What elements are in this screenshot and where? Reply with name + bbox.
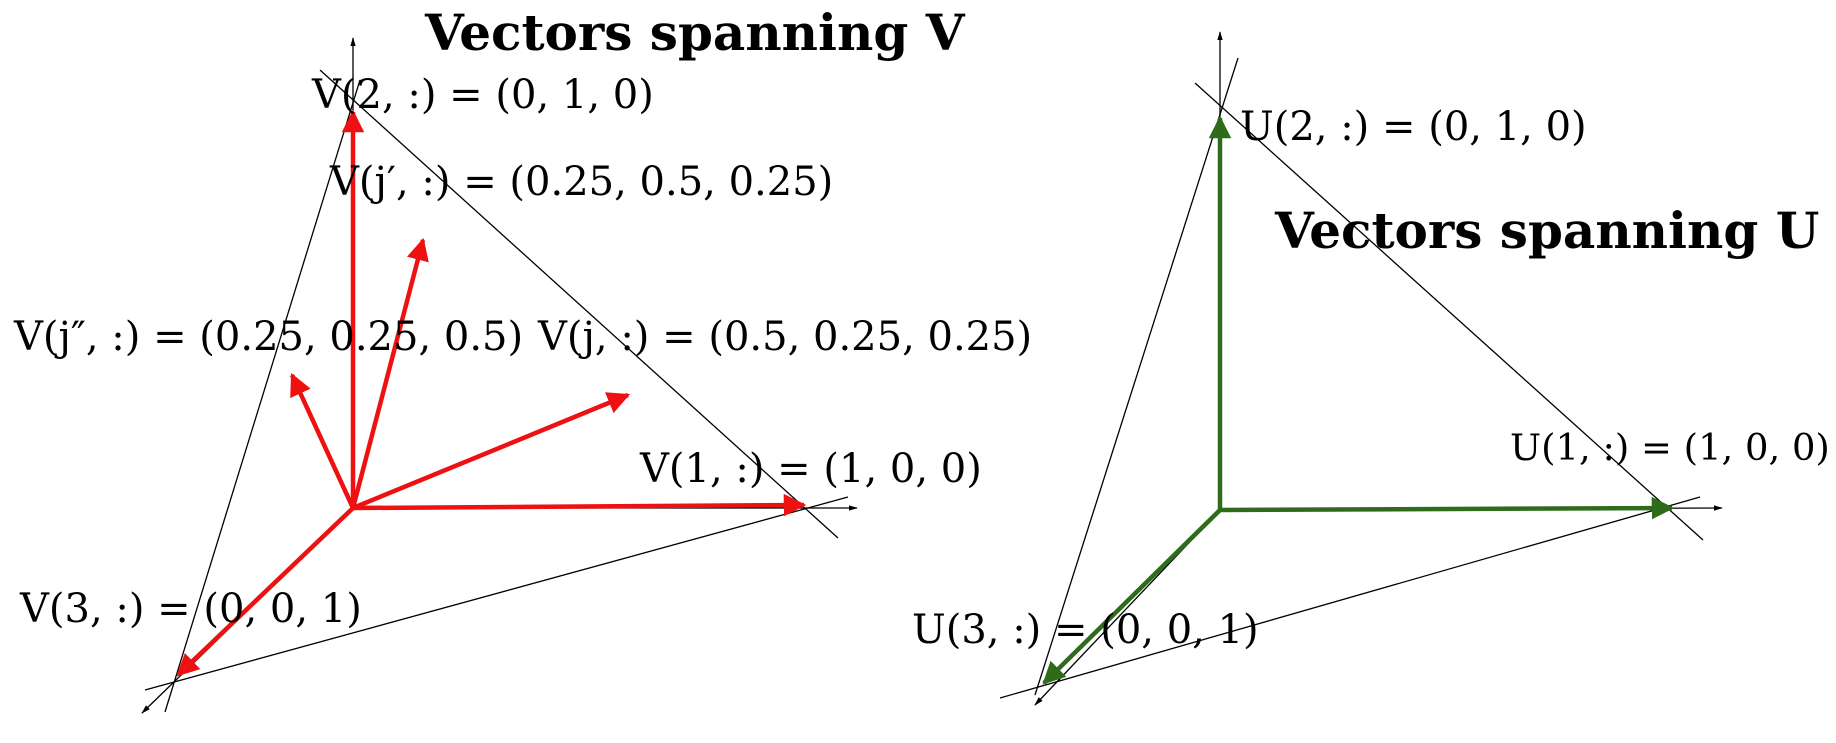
left-simplex-edge-3-2 — [164, 79, 361, 713]
label-vj: V(j, :) = (0.5, 0.25, 0.25) — [537, 314, 1032, 360]
vector-u1 — [1219, 496, 1675, 520]
label-v1: V(1, :) = (1, 0, 0) — [639, 446, 982, 492]
vector-v3 — [176, 506, 355, 677]
label-u3: U(3, :) = (0, 0, 1) — [912, 607, 1259, 653]
right-simplex-edge-1-3 — [999, 496, 1701, 699]
label-v3: V(3, :) = (0, 0, 1) — [19, 586, 362, 632]
right-panel: Vectors spanning U U(2, :) = (0, 1, 0) U… — [912, 31, 1830, 706]
left-simplex-edge-2-1 — [319, 69, 839, 539]
left-title: Vectors spanning V — [424, 3, 966, 62]
label-vjdouble: V(j″, :) = (0.25, 0.25, 0.5) — [13, 314, 523, 360]
label-vjprime: V(j′, :) = (0.25, 0.5, 0.25) — [329, 159, 833, 205]
right-simplex — [999, 57, 1704, 699]
left-panel: Vectors spanning V V(2, :) = (0, 1, 0) V… — [13, 3, 1032, 714]
label-v2: V(2, :) = (0, 1, 0) — [311, 72, 654, 118]
vector-vj — [352, 392, 631, 511]
right-simplex-edge-2-1 — [1194, 82, 1704, 541]
label-u2: U(2, :) = (0, 1, 0) — [1240, 104, 1587, 150]
vector-u3 — [1042, 508, 1222, 685]
left-simplex — [144, 69, 849, 713]
vector-v1 — [352, 493, 807, 517]
right-vectors — [1042, 115, 1675, 685]
left-vectors — [176, 109, 807, 677]
label-u1: U(1, :) = (1, 0, 0) — [1510, 426, 1830, 469]
left-simplex-edge-1-3 — [144, 496, 849, 691]
right-simplex-edge-3-2 — [1034, 57, 1239, 696]
vector-vjdouble — [289, 372, 356, 509]
vector-vjprime — [350, 237, 429, 509]
right-title: Vectors spanning U — [1274, 201, 1819, 260]
